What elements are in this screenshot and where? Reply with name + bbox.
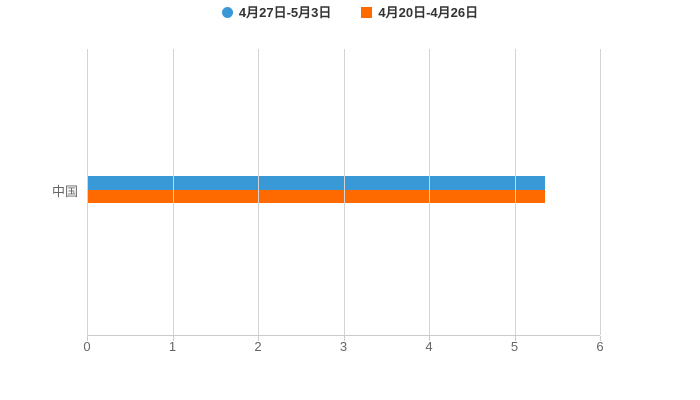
legend-label-week-current: 4月27日-5月3日 — [238, 5, 332, 20]
legend-item-week-previous[interactable]: 4月20日-4月26日 — [361, 4, 478, 21]
axis-tick-x-4 — [429, 336, 430, 341]
chart-legend: 4月27日-5月3日 4月20日-4月26日 — [0, 4, 700, 21]
legend-item-week-current[interactable]: 4月27日-5月3日 — [221, 4, 332, 21]
x-tick-label-5: 5 — [510, 339, 519, 354]
x-tick-label-1: 1 — [168, 339, 177, 354]
axis-tick-x-1 — [172, 336, 174, 341]
gridline-x-2 — [258, 49, 259, 335]
axis-tick-x-6 — [600, 336, 601, 341]
legend-square-marker-icon — [361, 7, 373, 18]
axis-tick-x-5 — [514, 336, 516, 341]
gridline-x-1 — [172, 49, 174, 335]
gridline-x-4 — [429, 49, 430, 335]
bar-week-current-china[interactable] — [88, 176, 545, 190]
bar-group-china — [88, 176, 545, 203]
x-tick-label-3: 3 — [339, 339, 348, 354]
axis-tick-x-3 — [343, 336, 345, 341]
x-axis-labels: 0 1 2 3 4 5 6 — [83, 339, 604, 355]
plot-area — [87, 49, 601, 341]
gridline-x-6 — [600, 49, 601, 335]
axis-tick-x-0 — [87, 336, 88, 341]
gridline-x-0 — [87, 49, 88, 335]
x-tick-label-0: 0 — [83, 339, 91, 354]
legend-circle-marker-icon — [221, 7, 233, 18]
x-tick-label-2: 2 — [254, 339, 262, 354]
gridline-x-5 — [514, 49, 516, 335]
legend-label-week-previous: 4月20日-4月26日 — [378, 5, 479, 20]
gridline-x-3 — [343, 49, 345, 335]
axis-tick-x-2 — [258, 336, 259, 341]
bar-week-previous-china[interactable] — [88, 190, 545, 203]
y-axis-category-label: 中国 — [51, 184, 78, 199]
x-tick-label-6: 6 — [596, 339, 604, 354]
x-tick-label-4: 4 — [425, 339, 433, 354]
